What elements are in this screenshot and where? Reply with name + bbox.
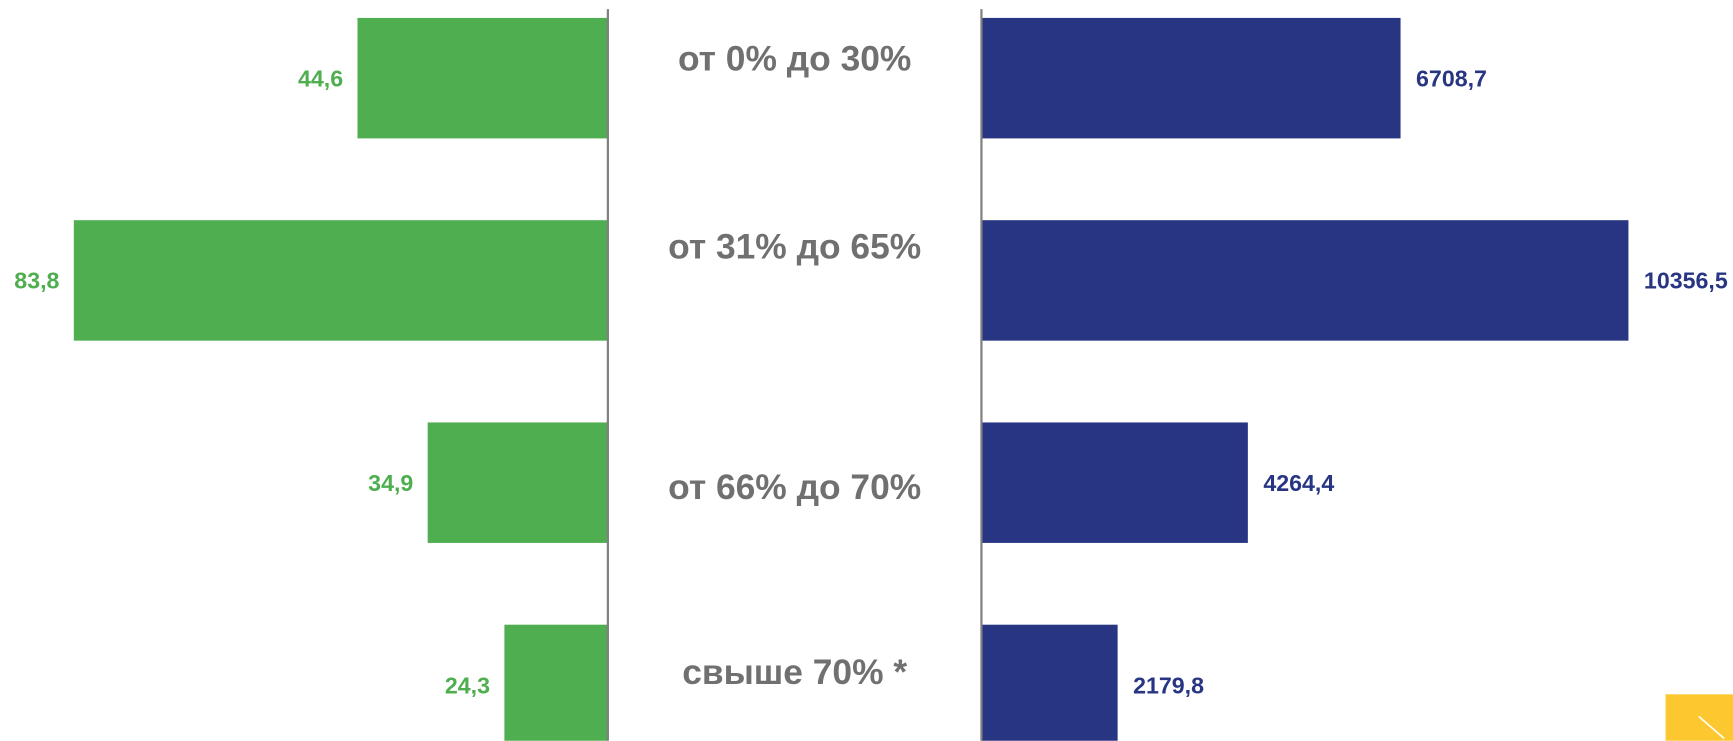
value-label: 24,3 — [445, 672, 490, 698]
bar — [427, 422, 608, 543]
category-label: свыше 70% * — [682, 653, 907, 692]
bar — [73, 220, 608, 341]
bar — [981, 422, 1248, 543]
bar — [981, 624, 1118, 741]
value-label: 44,6 — [298, 66, 343, 92]
value-label: 6708,7 — [1416, 66, 1487, 92]
value-label: 2179,8 — [1133, 672, 1204, 698]
bar — [504, 624, 608, 741]
category-label: от 0% до 30% — [678, 39, 911, 78]
corner-decoration-line — [1698, 715, 1725, 740]
bar — [357, 17, 608, 139]
bar — [981, 17, 1401, 139]
value-label: 10356,5 — [1644, 268, 1728, 294]
value-label: 83,8 — [14, 268, 59, 294]
value-label: 4264,4 — [1263, 470, 1334, 496]
category-label: от 66% до 70% — [668, 468, 921, 507]
bar — [981, 220, 1629, 341]
value-label: 34,9 — [368, 470, 413, 496]
category-label: от 31% до 65% — [668, 227, 921, 266]
